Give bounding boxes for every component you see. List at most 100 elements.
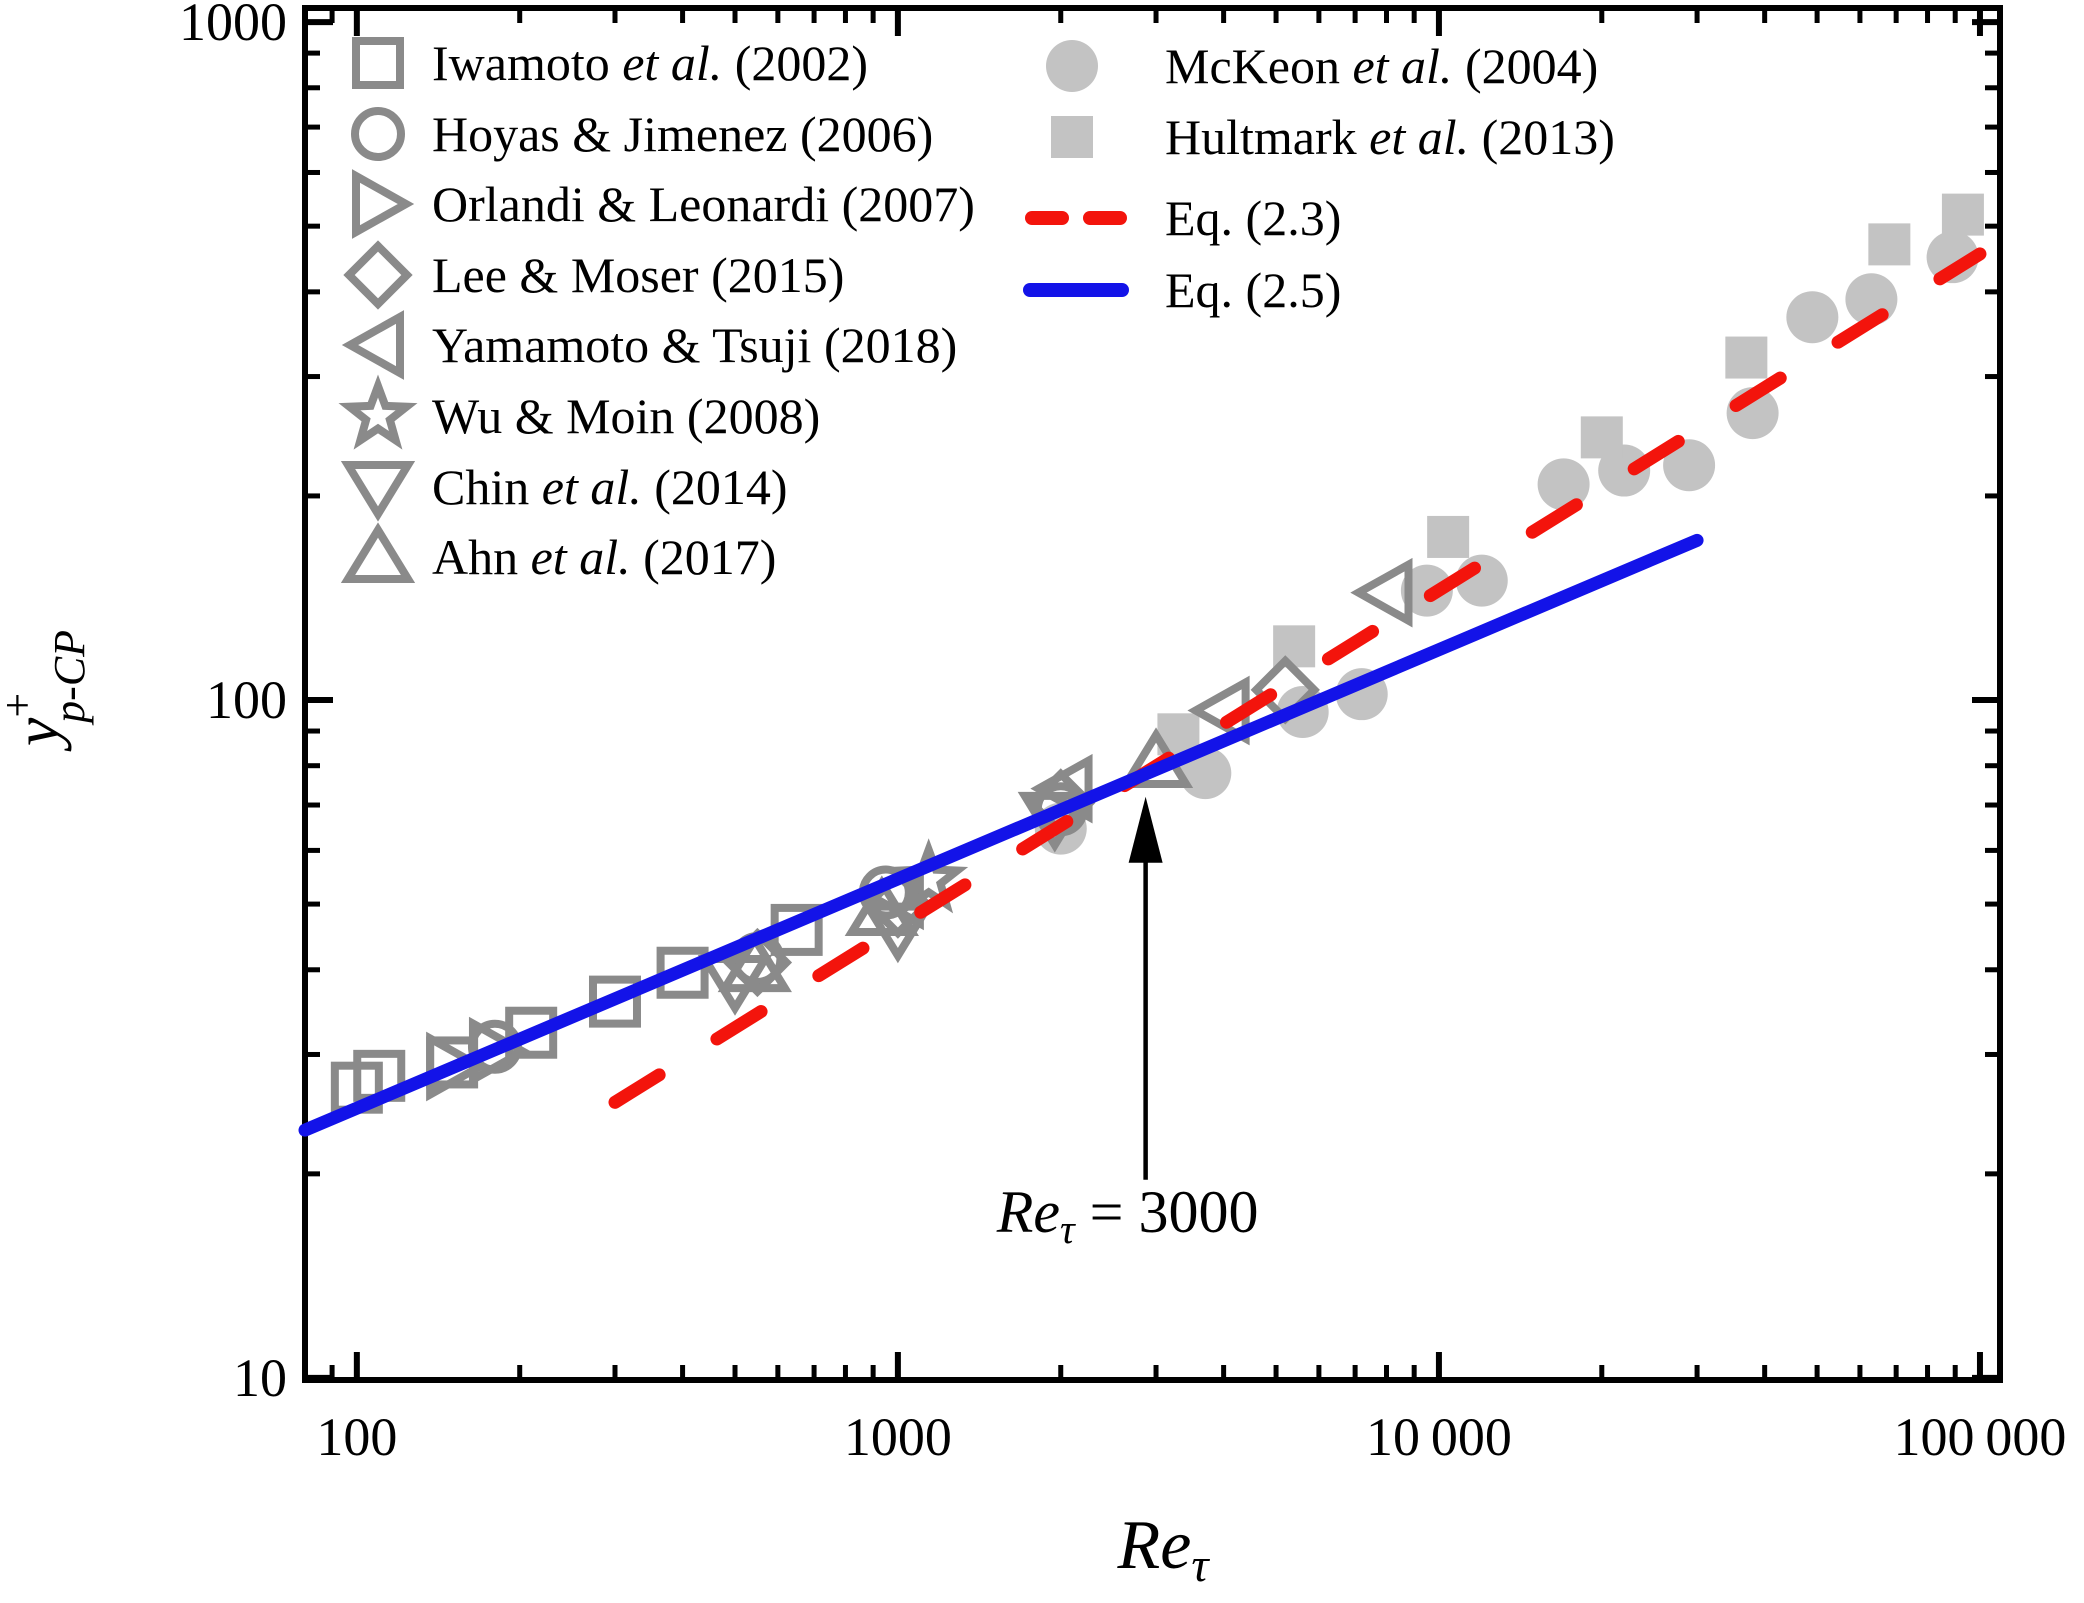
legend-item-eq23: Eq. (2.3) — [1025, 190, 1341, 246]
legend-item-hultmark: Hultmark et al. (2013) — [1051, 109, 1615, 165]
legend-item-eq25: Eq. (2.5) — [1023, 262, 1341, 318]
point-yamamoto — [1350, 557, 1413, 628]
text-part: Hoyas & Jimenez (2006) — [432, 106, 933, 162]
text-part: 10 000 — [1366, 1407, 1512, 1467]
annotation-label: Reτ = 3000 — [996, 1179, 1259, 1252]
legend-label-iwamoto: Iwamoto et al. (2002) — [432, 35, 868, 91]
legend-item-orlandi: Orlandi & Leonardi (2007) — [352, 169, 975, 239]
legend-item-ahn: Ahn et al. (2017) — [340, 522, 776, 585]
point-ahn — [844, 875, 919, 937]
legend-marker-star — [338, 374, 418, 450]
x-tick-label: 100 000 — [1894, 1407, 2067, 1467]
text-part: Orlandi & Leonardi (2007) — [432, 176, 975, 232]
text-part: Yamamoto & Tsuji (2018) — [432, 317, 957, 373]
legend-item-lee_moser: Lee & Moser (2015) — [343, 240, 844, 310]
point-hultmark — [1273, 625, 1316, 668]
legend-label-chin: Chin et al. (2014) — [432, 459, 788, 515]
text-part: y — [1, 717, 72, 752]
text-part: Ahn — [432, 529, 531, 585]
point-hultmark — [1427, 515, 1470, 558]
text-part: 100 000 — [1894, 1407, 2067, 1467]
x-tick-label: 10 000 — [1366, 1407, 1512, 1467]
line-eq23 — [608, 247, 1987, 1109]
text-part: et al. — [1369, 109, 1469, 165]
x-tick-label: 100 — [316, 1407, 397, 1467]
text-part: (2002) — [722, 35, 868, 91]
point-orlandi — [468, 1016, 532, 1087]
text-part: et al. — [1352, 38, 1452, 94]
text-part: 10 — [233, 1348, 287, 1408]
text-part: Re — [996, 1179, 1060, 1245]
legend-item-iwamoto: Iwamoto et al. (2002) — [352, 35, 868, 91]
legend-label-eq23: Eq. (2.3) — [1165, 190, 1341, 246]
legend-marker-circle — [351, 107, 405, 161]
legend-marker-tri-left — [341, 310, 404, 380]
point-mckeon — [1537, 458, 1590, 511]
text-part: + — [0, 693, 42, 718]
plot-border — [302, 5, 2003, 1383]
text-part: p-CP — [45, 630, 94, 726]
legend-marker-tri-right — [352, 169, 415, 239]
legend-item-hoyas: Hoyas & Jimenez (2006) — [351, 106, 933, 162]
legend-label-ahn: Ahn et al. (2017) — [432, 529, 776, 585]
point-chin — [697, 955, 773, 1016]
legend-marker-square-filled — [1051, 116, 1093, 158]
text-part: 1000 — [844, 1407, 952, 1467]
text-part: τ — [1060, 1206, 1076, 1252]
text-part: et al. — [542, 459, 642, 515]
legend-label-eq25: Eq. (2.5) — [1165, 262, 1341, 318]
x-tick-label: 1000 — [844, 1407, 952, 1467]
text-part: McKeon — [1165, 38, 1352, 94]
legend-label-wu_moin: Wu & Moin (2008) — [432, 388, 820, 444]
text-part: Iwamoto — [432, 35, 622, 91]
text-part: Hultmark — [1165, 109, 1369, 165]
legend-label-mckeon: McKeon et al. (2004) — [1165, 38, 1598, 94]
text-part: Re — [1116, 1507, 1191, 1584]
text-part: et al. — [531, 529, 631, 585]
legend-marker-square — [352, 37, 404, 89]
text-part: et al. — [622, 35, 722, 91]
legend-label-yamamoto: Yamamoto & Tsuji (2018) — [432, 317, 957, 373]
legend: Iwamoto et al. (2002) Hoyas & Jimenez (20… — [338, 35, 1615, 585]
legend-marker-tri-down — [340, 461, 416, 522]
legend-item-wu_moin: Wu & Moin (2008) — [338, 374, 820, 450]
legend-label-hoyas: Hoyas & Jimenez (2006) — [432, 106, 933, 162]
text-part: (2017) — [631, 529, 777, 585]
line-eq25 — [298, 533, 1704, 1137]
axis-ticks — [305, 8, 2000, 1381]
text-part: Eq. (2.5) — [1165, 262, 1341, 318]
legend-marker-circle-filled — [1046, 40, 1098, 92]
point-hultmark — [1725, 336, 1768, 379]
text-part: 100 — [316, 1407, 397, 1467]
text-part: 1000 — [179, 0, 287, 52]
y-tick-label: 10 — [233, 1348, 287, 1408]
legend-label-hultmark: Hultmark et al. (2013) — [1165, 109, 1615, 165]
text-part: (2014) — [642, 459, 788, 515]
point-mckeon — [1663, 439, 1716, 492]
annotation-arrow-head — [1128, 796, 1163, 863]
y-tick-label: 100 — [206, 670, 287, 730]
text-part: Wu & Moin (2008) — [432, 388, 820, 444]
legend-item-yamamoto: Yamamoto & Tsuji (2018) — [341, 310, 957, 380]
point-hultmark — [1580, 416, 1623, 459]
x-axis-title: Reτ — [1116, 1507, 1210, 1592]
text-part: (2013) — [1469, 109, 1615, 165]
y-axis-title: y+p-CP — [0, 630, 94, 752]
text-part: Chin — [432, 459, 542, 515]
point-hultmark — [1941, 193, 1984, 236]
legend-item-mckeon: McKeon et al. (2004) — [1046, 38, 1598, 94]
text-part: 100 — [206, 670, 287, 730]
point-hultmark — [1868, 223, 1911, 266]
legend-marker-diamond — [343, 240, 413, 310]
text-part: τ — [1191, 1539, 1210, 1592]
legend-label-orlandi: Orlandi & Leonardi (2007) — [432, 176, 975, 232]
point-mckeon — [1786, 291, 1839, 344]
y-tick-label: 1000 — [179, 0, 287, 52]
legend-label-lee_moser: Lee & Moser (2015) — [432, 247, 844, 303]
text-part: = 3000 — [1075, 1179, 1259, 1245]
legend-item-chin: Chin et al. (2014) — [340, 459, 788, 522]
legend-marker-tri-up — [340, 522, 416, 583]
text-part: Lee & Moser (2015) — [432, 247, 844, 303]
